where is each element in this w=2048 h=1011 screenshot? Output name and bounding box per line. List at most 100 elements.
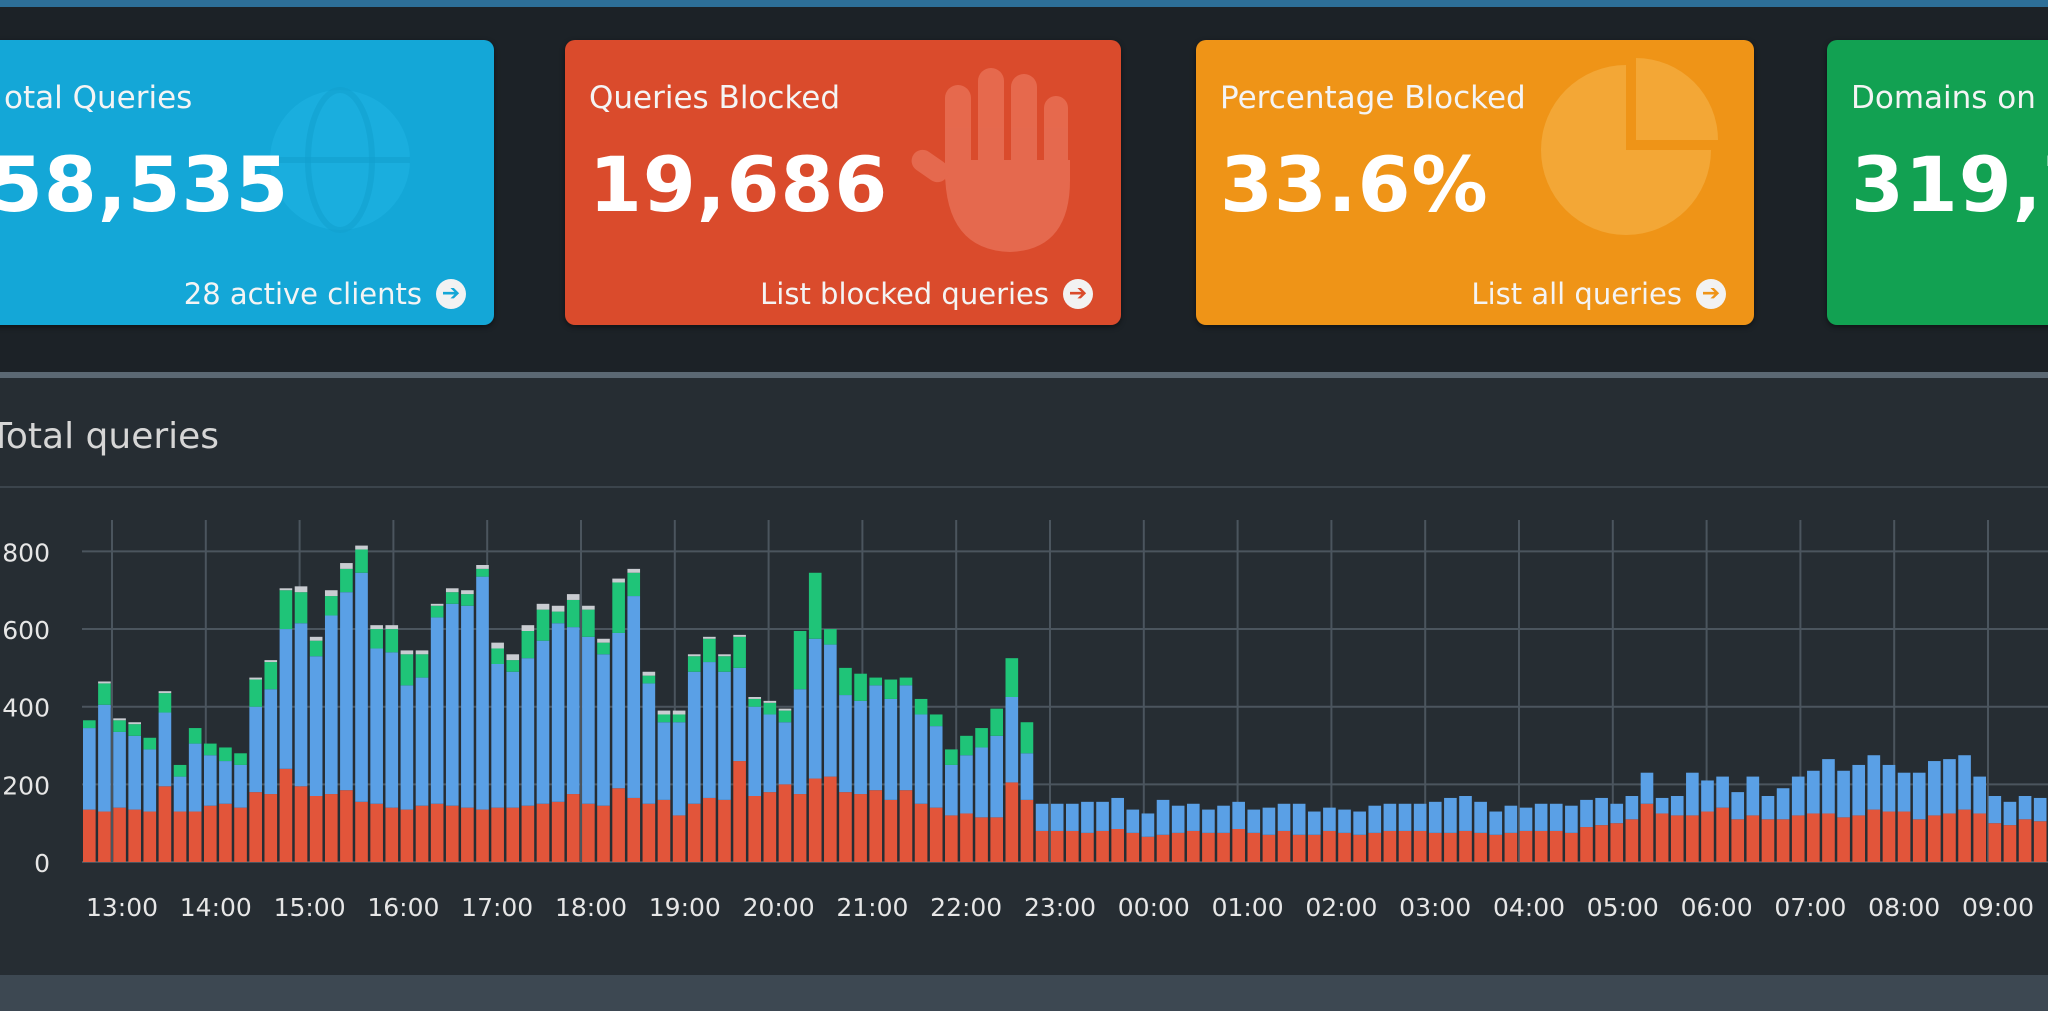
y-tick-label: 400 bbox=[2, 694, 50, 723]
bar-segment bbox=[1973, 776, 1987, 814]
bar-segment bbox=[234, 764, 247, 808]
bar-segment bbox=[748, 698, 762, 707]
bar-segment bbox=[869, 790, 883, 862]
bar-segment bbox=[98, 683, 111, 705]
bar-segment bbox=[1640, 772, 1654, 804]
bar-segment bbox=[1549, 830, 1563, 862]
x-tick-label: 13:00 bbox=[86, 893, 158, 922]
bar-segment bbox=[385, 652, 399, 808]
bar-segment bbox=[1640, 803, 1654, 862]
bar-segment bbox=[2033, 797, 2047, 822]
bar-segment bbox=[2018, 796, 2032, 820]
bar-segment bbox=[1202, 832, 1215, 862]
bar-segment bbox=[309, 640, 323, 657]
bar-segment bbox=[1791, 776, 1805, 816]
bar-segment bbox=[1232, 801, 1245, 829]
bar-segment bbox=[1292, 803, 1306, 835]
bar-segment bbox=[445, 805, 459, 862]
bar-segment bbox=[703, 638, 716, 663]
x-tick-label: 03:00 bbox=[1399, 893, 1471, 922]
x-tick-label: 08:00 bbox=[1868, 893, 1940, 922]
bar-segment bbox=[1867, 755, 1881, 810]
bar-segment bbox=[839, 695, 852, 793]
arrow-right-circle-icon: ➔ bbox=[1063, 279, 1093, 309]
bar-segment bbox=[1368, 805, 1382, 833]
bar-segment bbox=[672, 710, 686, 715]
bar-segment bbox=[370, 648, 383, 804]
list-blocked-queries-link[interactable]: List blocked queries ➔ bbox=[760, 277, 1093, 311]
list-blocked-queries-label: List blocked queries bbox=[760, 277, 1049, 311]
bar-segment bbox=[1670, 796, 1684, 816]
bar-segment bbox=[929, 807, 943, 862]
bar-segment bbox=[279, 590, 293, 630]
bar-segment bbox=[808, 572, 822, 639]
bar-segment bbox=[1277, 803, 1291, 831]
bar-segment bbox=[1156, 834, 1170, 862]
bar-segment bbox=[566, 594, 580, 600]
bar-segment bbox=[1489, 834, 1503, 862]
percentage-blocked-value: 33.6% bbox=[1220, 140, 1489, 229]
bar-segment bbox=[839, 792, 852, 862]
bar-segment bbox=[113, 731, 126, 808]
bar-segment bbox=[854, 794, 867, 862]
bar-segment bbox=[203, 805, 217, 862]
bar-segment bbox=[899, 677, 913, 686]
bar-segment bbox=[1171, 805, 1185, 833]
bar-segment bbox=[1096, 801, 1109, 831]
bar-segment bbox=[763, 792, 777, 862]
bar-segment bbox=[945, 749, 958, 765]
bar-segment bbox=[1686, 815, 1699, 862]
x-tick-label: 00:00 bbox=[1118, 893, 1190, 922]
bar-segment bbox=[340, 592, 353, 791]
bottom-strip bbox=[0, 975, 2048, 1011]
bar-segment bbox=[1126, 809, 1140, 833]
bar-segment bbox=[778, 784, 792, 862]
list-all-queries-link[interactable]: List all queries ➔ bbox=[1471, 277, 1726, 311]
bar-segment bbox=[506, 671, 520, 808]
bar-segment bbox=[1383, 803, 1397, 831]
bar-segment bbox=[1701, 780, 1714, 812]
bar-segment bbox=[703, 636, 716, 639]
bar-segment bbox=[1867, 809, 1881, 862]
bar-segment bbox=[1262, 807, 1276, 835]
bar-segment bbox=[355, 572, 368, 802]
bar-segment bbox=[249, 792, 262, 862]
bar-segment bbox=[1943, 759, 1956, 814]
bar-segment bbox=[1534, 803, 1548, 831]
bar-segment bbox=[1670, 815, 1684, 862]
bar-segment bbox=[461, 605, 474, 808]
bar-segment bbox=[1156, 799, 1170, 835]
bar-segment bbox=[1807, 770, 1820, 814]
bar-segment bbox=[340, 568, 353, 593]
bar-segment bbox=[718, 654, 731, 657]
bar-segment bbox=[491, 807, 504, 862]
bar-segment bbox=[430, 605, 444, 618]
domains-value: 319,7 bbox=[1851, 140, 2048, 229]
bar-segment bbox=[1882, 811, 1896, 862]
bar-segment bbox=[279, 588, 293, 591]
bar-segment bbox=[960, 813, 973, 862]
bar-segment bbox=[763, 702, 777, 715]
x-tick-label: 01:00 bbox=[1212, 893, 1284, 922]
bar-segment bbox=[642, 683, 656, 804]
bar-segment bbox=[173, 764, 187, 777]
bar-segment bbox=[83, 728, 96, 810]
x-tick-label: 19:00 bbox=[649, 893, 721, 922]
bar-segment bbox=[294, 623, 308, 787]
bar-segment bbox=[1897, 772, 1911, 812]
bar-segment bbox=[264, 660, 278, 663]
bar-segment bbox=[113, 807, 126, 862]
active-clients-link[interactable]: 28 active clients ➔ bbox=[184, 277, 466, 311]
bar-segment bbox=[748, 796, 762, 862]
arrow-right-circle-icon: ➔ bbox=[1696, 279, 1726, 309]
bar-segment bbox=[340, 563, 353, 569]
bar-segment bbox=[793, 689, 807, 795]
bar-segment bbox=[884, 679, 898, 699]
bar-segment bbox=[461, 590, 474, 595]
bar-segment bbox=[355, 549, 368, 573]
bar-segment bbox=[1459, 830, 1472, 862]
bar-segment bbox=[158, 693, 172, 713]
bar-segment bbox=[869, 677, 883, 686]
bar-segment bbox=[1519, 807, 1533, 831]
bar-segment bbox=[945, 815, 958, 862]
